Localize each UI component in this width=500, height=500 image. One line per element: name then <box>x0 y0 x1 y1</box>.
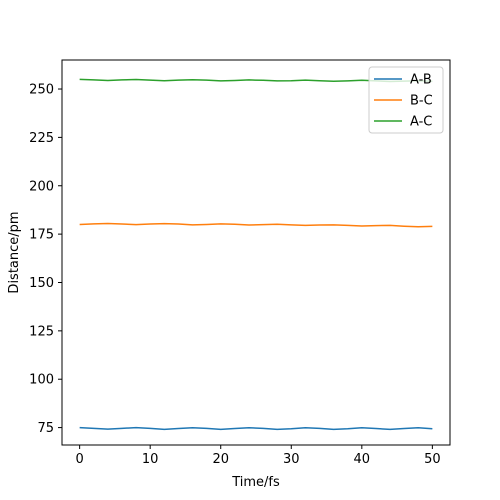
series-line-b-c <box>79 222 433 228</box>
x-axis-label: Time/fs <box>231 475 280 490</box>
x-tick-label: 30 <box>283 452 300 467</box>
legend: A-B B-C A-C <box>368 66 444 134</box>
x-tick-label: 10 <box>142 452 159 467</box>
legend-box <box>368 66 444 134</box>
x-tick-label: 20 <box>212 452 229 467</box>
y-tick-label: 200 <box>29 179 54 194</box>
y-tick-label: 125 <box>29 324 54 339</box>
series-line-a-b <box>79 426 433 431</box>
y-axis-ticks: 75 100 125 150 175 200 225 250 <box>29 83 62 436</box>
plot-area-frame <box>61 59 451 446</box>
y-tick-label: 225 <box>29 131 54 146</box>
x-tick-label: 0 <box>75 452 83 467</box>
legend-label-a-b: A-B <box>410 73 432 88</box>
y-tick-label: 100 <box>29 373 54 388</box>
y-tick-label: 250 <box>29 83 54 98</box>
y-axis-label: Distance/pm <box>7 211 22 293</box>
y-tick-label: 175 <box>29 228 54 243</box>
x-tick-label: 50 <box>424 452 441 467</box>
y-tick-label: 75 <box>37 421 54 436</box>
legend-label-b-c: B-C <box>410 94 433 109</box>
x-tick-label: 40 <box>354 452 371 467</box>
y-tick-label: 150 <box>29 276 54 291</box>
legend-label-a-c: A-C <box>410 115 432 130</box>
x-axis-ticks: 0 10 20 30 40 50 <box>75 445 441 467</box>
